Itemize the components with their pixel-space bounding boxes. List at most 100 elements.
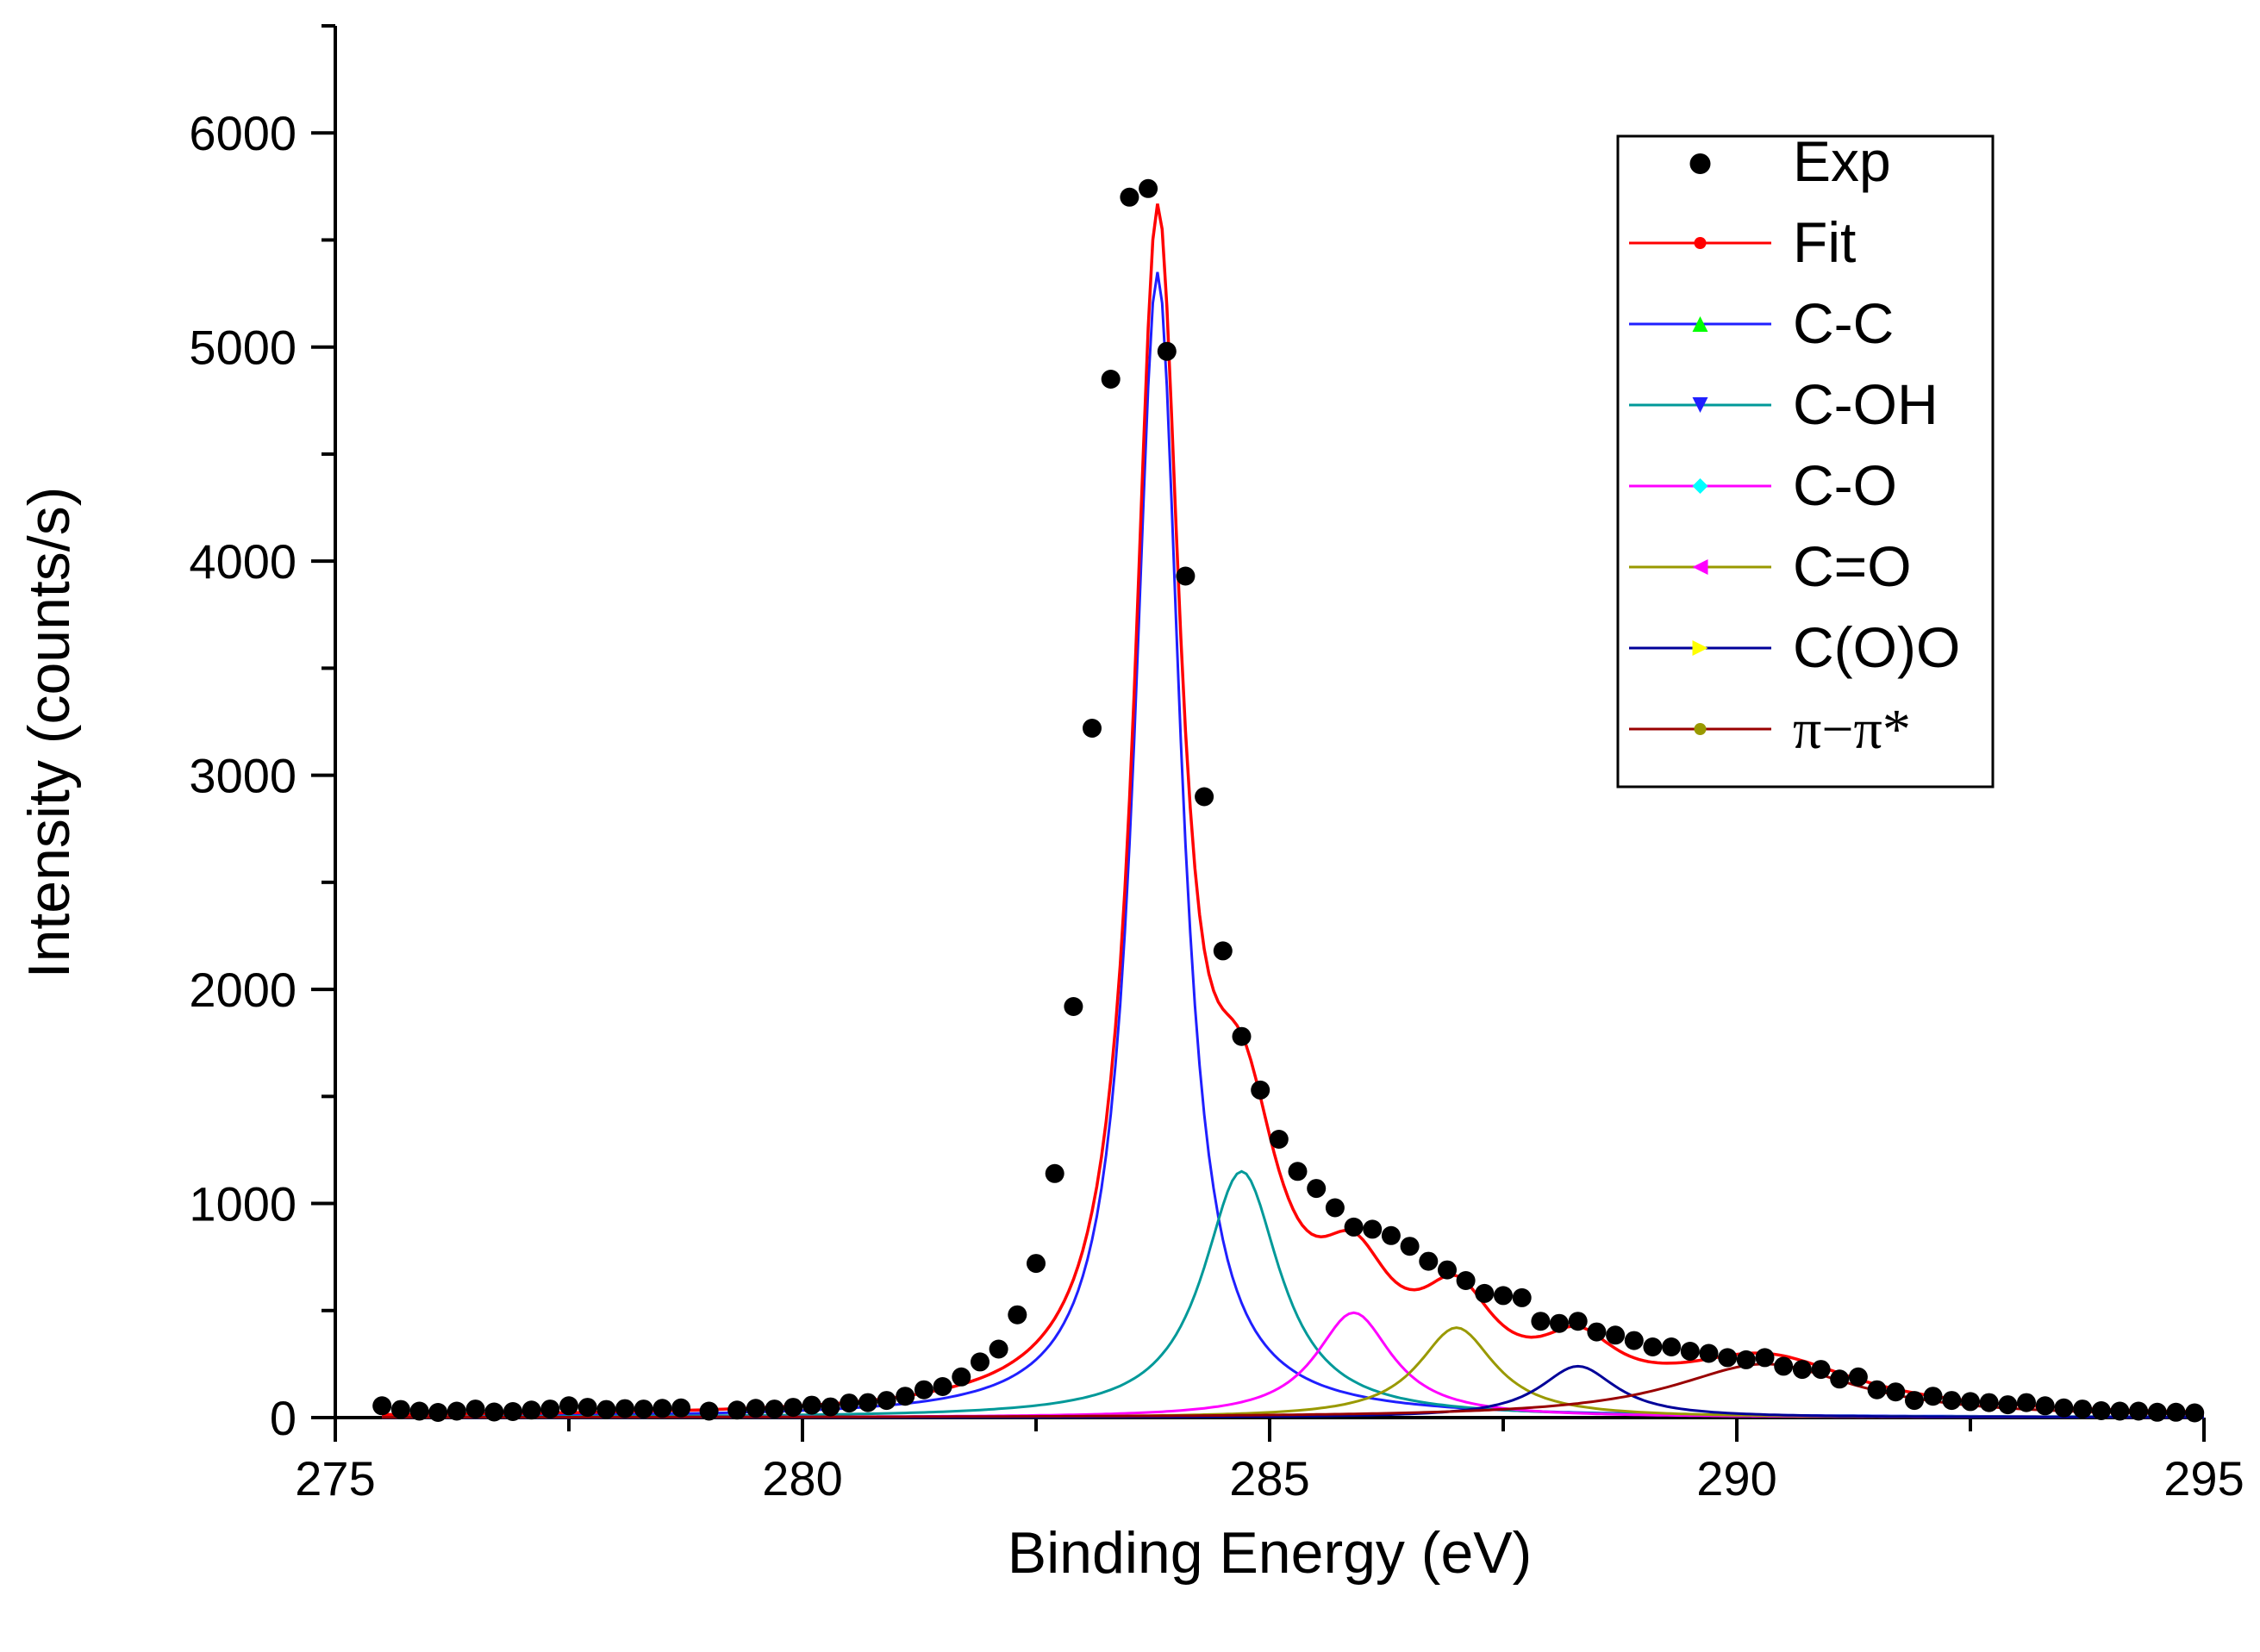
exp-point xyxy=(1848,1367,1868,1387)
plot-area: 275 280 285 290 295 0 1000 2000 3000 4000 5000 6000 xyxy=(189,24,2244,1506)
exp-point xyxy=(1475,1283,1495,1303)
legend-marker xyxy=(1694,237,1707,249)
exp-point xyxy=(971,1352,990,1372)
exp-point xyxy=(746,1399,765,1418)
exp-point xyxy=(699,1401,719,1421)
exp-point xyxy=(1288,1162,1308,1181)
exp-point xyxy=(1101,370,1121,389)
exp-point xyxy=(1774,1356,1794,1376)
legend-label: π−π* xyxy=(1793,698,1911,761)
ticks xyxy=(311,24,2206,1442)
exp-point xyxy=(1400,1237,1420,1256)
exp-point xyxy=(2166,1402,2186,1422)
legend-label-exp: Exp xyxy=(1793,129,1891,193)
exp-point xyxy=(1792,1360,1812,1380)
x-tick-label: 290 xyxy=(1696,1451,1776,1506)
exp-point xyxy=(484,1402,504,1422)
exp-point xyxy=(409,1401,429,1421)
legend-label: C-O xyxy=(1793,453,1897,517)
exp-point xyxy=(577,1398,597,1418)
legend-marker xyxy=(1692,559,1708,575)
exp-point xyxy=(1886,1382,1906,1402)
exp-point xyxy=(765,1400,784,1419)
exp-point xyxy=(1718,1348,1738,1368)
exp-point xyxy=(634,1400,653,1419)
exp-point xyxy=(1587,1322,1607,1342)
exp-point xyxy=(1867,1380,1887,1400)
legend-label: C-OH xyxy=(1793,372,1938,436)
exp-point xyxy=(540,1400,560,1419)
y-tick-label: 1000 xyxy=(189,1177,297,1231)
legend-label: C(O)O xyxy=(1793,615,1960,679)
exp-point xyxy=(1568,1312,1588,1331)
exp-point xyxy=(1998,1395,2018,1415)
y-tick-label: 2000 xyxy=(189,963,297,1017)
x-tick-label: 275 xyxy=(295,1451,375,1506)
exp-point xyxy=(1381,1225,1401,1245)
exp-point xyxy=(1008,1305,1027,1325)
legend-marker xyxy=(1692,640,1708,656)
exp-point xyxy=(559,1396,578,1416)
exp-point xyxy=(840,1393,859,1413)
legend-marker-exp xyxy=(1689,153,1711,174)
exp-point xyxy=(1456,1271,1476,1290)
exp-point xyxy=(390,1400,410,1419)
legend: Exp Fit C-C C-OH C-O C=O C(O)O π−π* xyxy=(1616,129,1995,789)
exp-point xyxy=(1363,1219,1383,1239)
tick-labels: 275 280 285 290 295 0 1000 2000 3000 4000 5000 6000 xyxy=(189,106,2244,1506)
y-tick-label: 5000 xyxy=(189,321,297,375)
exp-point xyxy=(1736,1350,1756,1369)
exp-point xyxy=(1139,178,1158,198)
exp-point xyxy=(914,1380,933,1400)
exp-point xyxy=(1923,1387,1943,1406)
legend-label: Fit xyxy=(1793,210,1856,274)
exp-point xyxy=(802,1395,821,1415)
exp-point xyxy=(877,1391,896,1411)
exp-point xyxy=(1195,787,1214,807)
exp-point xyxy=(615,1399,634,1418)
exp-point xyxy=(1307,1179,1327,1199)
y-tick-label: 0 xyxy=(270,1391,297,1445)
exp-point xyxy=(1811,1360,1831,1380)
exp-point xyxy=(821,1397,840,1417)
legend-label: C-C xyxy=(1793,291,1894,355)
exp-point xyxy=(1624,1331,1644,1350)
exp-point xyxy=(2035,1396,2055,1416)
exp-point xyxy=(1680,1342,1700,1361)
exp-point xyxy=(652,1399,672,1418)
exp-point xyxy=(1419,1251,1439,1271)
exp-point xyxy=(1213,941,1233,961)
exp-point xyxy=(2129,1401,2149,1421)
exp-point xyxy=(428,1403,448,1422)
exp-point xyxy=(1905,1391,1924,1411)
exp-point xyxy=(1027,1254,1046,1274)
exp-point xyxy=(1662,1337,1682,1356)
exp-point xyxy=(1699,1343,1719,1363)
exp-point xyxy=(2110,1401,2130,1421)
exp-point xyxy=(896,1387,915,1406)
exp-point xyxy=(1120,187,1139,207)
exp-point xyxy=(596,1400,616,1419)
experimental-points xyxy=(372,178,2205,1423)
legend-marker xyxy=(1692,478,1708,494)
exp-point xyxy=(858,1393,877,1412)
exp-point xyxy=(1961,1392,1980,1412)
legend-marker xyxy=(1692,397,1708,413)
exp-point xyxy=(521,1400,541,1420)
exp-point xyxy=(1176,566,1196,586)
exp-point xyxy=(2091,1401,2111,1420)
exp-point xyxy=(1755,1348,1775,1368)
exp-point xyxy=(1494,1286,1513,1306)
exp-point xyxy=(1232,1026,1252,1046)
legend-marker xyxy=(1694,723,1707,735)
exp-point xyxy=(1606,1325,1626,1345)
exp-point xyxy=(1045,1163,1064,1183)
exp-point xyxy=(1643,1337,1663,1356)
exp-point xyxy=(1531,1312,1551,1331)
exp-point xyxy=(2185,1403,2205,1423)
exp-point xyxy=(1438,1260,1457,1280)
exp-point xyxy=(989,1339,1008,1359)
legend-items: Exp Fit C-C C-OH C-O C=O C(O)O π−π* xyxy=(1629,129,1960,761)
exp-point xyxy=(1157,341,1177,361)
exp-point xyxy=(1325,1198,1345,1218)
